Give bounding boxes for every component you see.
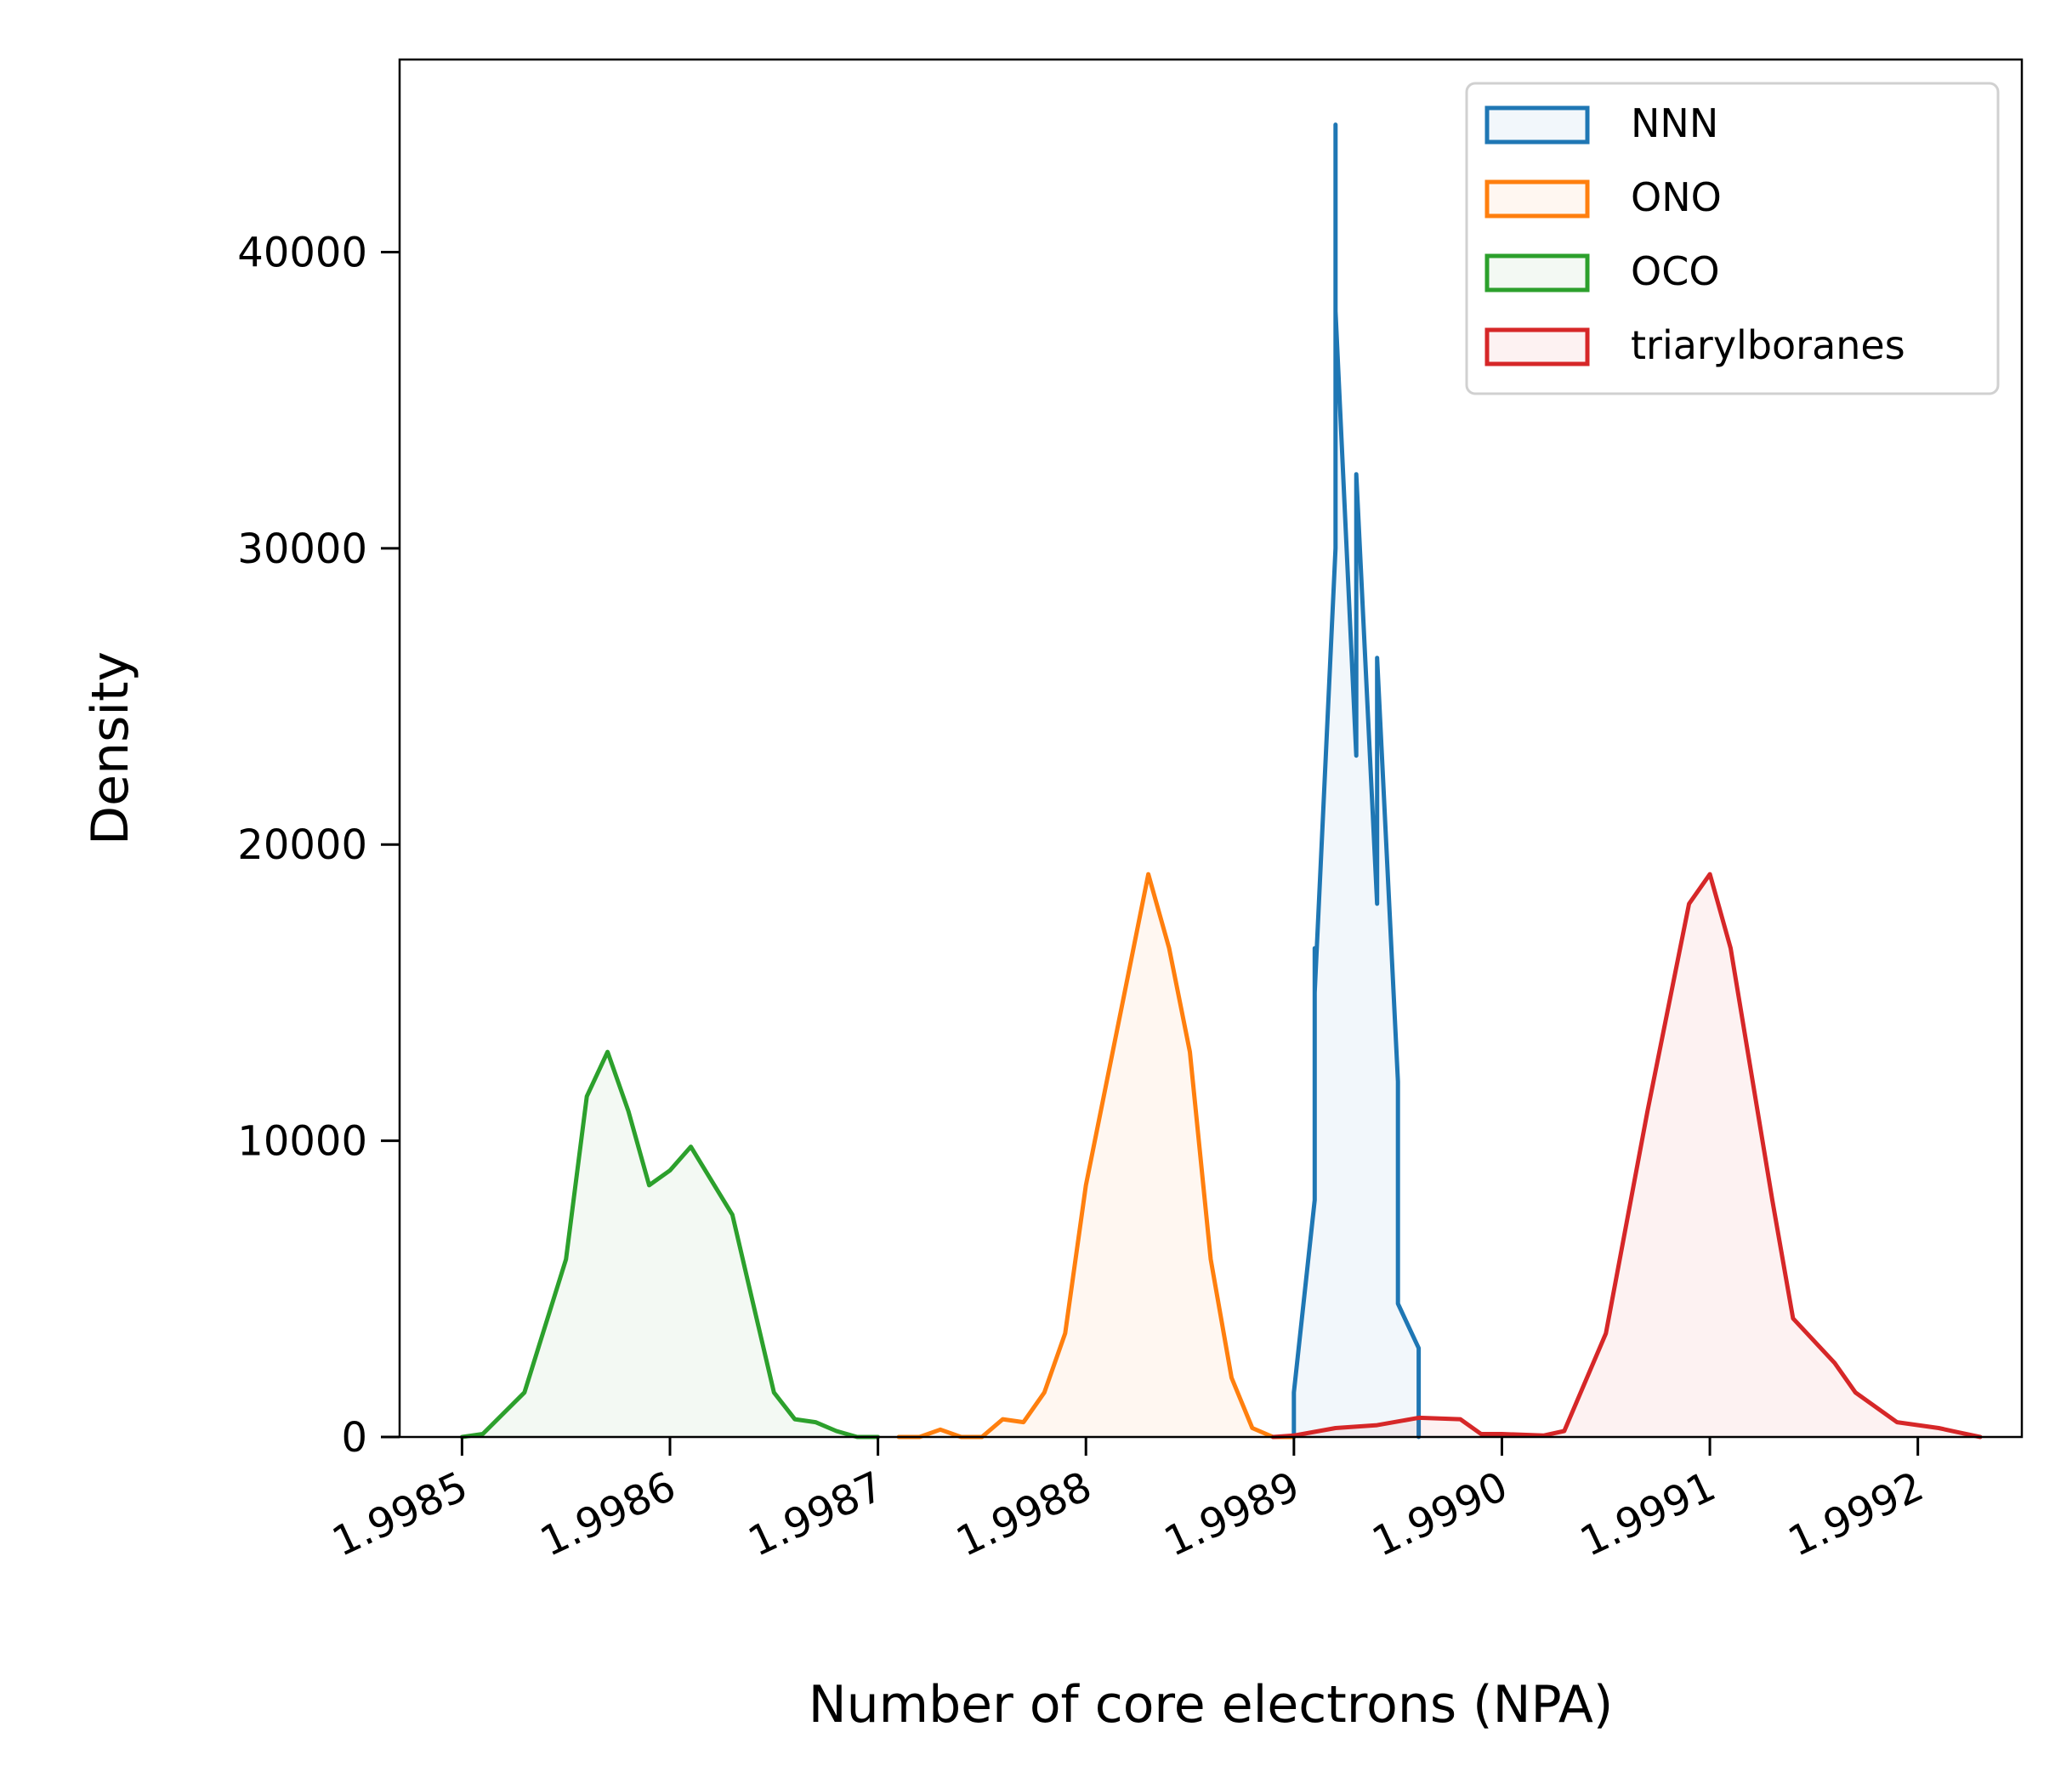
series-line-nnn: [1291, 122, 1422, 1440]
x-tick-label: 1.9985: [326, 1462, 475, 1566]
plot-frame: [398, 58, 2024, 1439]
legend-label-nnn: NNN: [1631, 100, 1718, 146]
plot-area: [459, 122, 1983, 1440]
series-line-triarylboranes: [1270, 872, 1983, 1440]
x-tick-label: 1.9987: [741, 1462, 891, 1566]
x-tick-label: 1.9989: [1157, 1462, 1307, 1566]
series-fill-oco: [462, 1052, 878, 1437]
legend-label-ono: ONO: [1631, 174, 1722, 220]
legend-box: [1465, 82, 2000, 395]
x-tick-label: 1.9991: [1573, 1462, 1723, 1566]
legend-swatch-triarylboranes: [1484, 327, 1590, 366]
y-tick-label: 30000: [237, 525, 367, 573]
x-tick-label: 1.9988: [949, 1462, 1098, 1566]
series-fill-ono: [899, 874, 1294, 1437]
legend-label-triarylboranes: triarylboranes: [1631, 322, 1905, 368]
x-tick-label: 1.9992: [1781, 1462, 1931, 1566]
series-line-oco: [459, 1049, 881, 1440]
legend-swatch-nnn: [1484, 105, 1590, 145]
x-tick-label: 1.9986: [533, 1462, 683, 1566]
y-tick-label: 40000: [237, 229, 367, 276]
y-tick-label: 20000: [237, 821, 367, 869]
y-axis-label: Density: [81, 651, 140, 845]
series-fill-triarylboranes: [1273, 874, 1981, 1437]
legend-swatch-ono: [1484, 179, 1590, 219]
x-axis-label: Number of core electrons (NPA): [809, 1675, 1614, 1735]
y-tick-label: 0: [341, 1414, 367, 1462]
legend: NNN ONO OCO triarylboranes: [1465, 82, 2000, 395]
series-fill-nnn: [1293, 124, 1419, 1438]
legend-label-oco: OCO: [1631, 248, 1720, 294]
x-tick-label: 1.9990: [1365, 1462, 1515, 1566]
legend-swatch-oco: [1484, 253, 1590, 292]
y-tick-label: 10000: [237, 1118, 367, 1166]
